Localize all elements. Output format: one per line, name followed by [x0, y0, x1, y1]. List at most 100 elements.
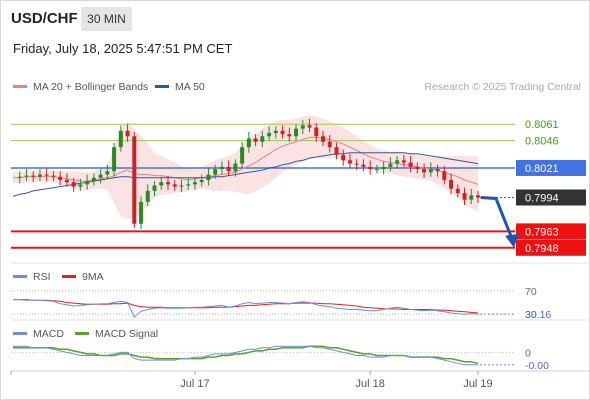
- candle-body: [354, 163, 359, 165]
- candle-body: [152, 185, 157, 191]
- candle-body: [428, 169, 433, 173]
- candle-body: [179, 185, 184, 187]
- legend-macd-signal-swatch: [75, 332, 89, 335]
- macd-line: [13, 345, 478, 366]
- candle-body: [408, 162, 413, 167]
- candle-body: [307, 125, 312, 128]
- candle-body: [98, 174, 103, 178]
- candle-body: [132, 136, 137, 224]
- forecast-arrowhead: [505, 233, 519, 248]
- legend-macd-signal-label: MACD Signal: [95, 328, 158, 340]
- candle-body: [172, 184, 177, 187]
- candle-body: [381, 166, 386, 170]
- candle-body: [240, 147, 245, 164]
- candle-body: [476, 195, 480, 198]
- resistance-label-0.8061: 0.8061: [525, 119, 559, 131]
- ma50-line: [12, 152, 479, 197]
- candle-body: [71, 182, 76, 187]
- x-tick-label: Jul 19: [463, 378, 492, 390]
- candle-body: [233, 163, 238, 172]
- resistance-label-0.8046: 0.8046: [525, 136, 559, 148]
- candle-body: [388, 163, 393, 167]
- candle-body: [300, 125, 305, 129]
- candle-body: [219, 166, 224, 170]
- candle-body: [449, 180, 454, 189]
- ma20-line: [13, 136, 479, 185]
- legend-ma50-swatch: [155, 85, 169, 88]
- candle-body: [435, 169, 440, 172]
- candle-body: [186, 184, 191, 186]
- candle-body: [58, 176, 63, 180]
- candle-body: [17, 176, 22, 178]
- candle-body: [206, 174, 211, 180]
- support-label-0.7948: 0.7948: [525, 243, 559, 255]
- candle-body: [166, 182, 170, 185]
- candle-body: [145, 190, 150, 202]
- candle-body: [24, 175, 29, 177]
- rsi-level-label-30: 30: [525, 309, 537, 321]
- candle-body: [159, 182, 164, 186]
- candle-body: [199, 180, 204, 183]
- candle-body: [422, 169, 427, 173]
- candle-body: [85, 181, 90, 185]
- candle-body: [192, 182, 197, 185]
- candle-body: [395, 160, 400, 164]
- candle-body: [321, 136, 325, 142]
- candle-body: [213, 169, 218, 175]
- candle-body: [415, 166, 420, 170]
- forecast-arrow: [480, 195, 514, 240]
- pivot-label: 0.8021: [525, 163, 559, 175]
- candle-body: [361, 164, 366, 167]
- candle-body: [64, 180, 69, 183]
- candle-body: [44, 174, 49, 176]
- candle-body: [401, 160, 406, 163]
- currency-pair-title: USD/CHF: [11, 10, 78, 27]
- support-label-0.7963: 0.7963: [525, 226, 559, 238]
- rsi-level-label-70: 70: [525, 286, 537, 298]
- candle-body: [334, 147, 339, 155]
- legend-rsi-label: RSI: [33, 271, 51, 283]
- last-price-label: 0.7994: [525, 192, 559, 204]
- candle-body: [112, 147, 117, 172]
- candle-body: [51, 175, 56, 177]
- candle-body: [341, 154, 346, 161]
- candle-body: [469, 195, 474, 200]
- candle-body: [91, 177, 96, 182]
- research-credit: Research © 2025 Trading Central: [424, 81, 581, 93]
- legend-macd-swatch: [13, 332, 27, 335]
- rsi-ma-line: [13, 299, 479, 314]
- last-price-tag: [516, 189, 586, 206]
- candle-body: [246, 138, 251, 148]
- candle-body: [347, 160, 352, 164]
- legend-rsi-swatch: [13, 275, 27, 278]
- macd-last-value: -0.00: [525, 360, 549, 372]
- legend-rsi-ma-swatch: [62, 275, 76, 278]
- candle-body: [37, 174, 42, 177]
- legend-ma50-label: MA 50: [175, 81, 205, 93]
- legend-macd-label: MACD: [33, 328, 64, 340]
- rsi-line: [13, 299, 479, 318]
- candle-body: [442, 171, 447, 180]
- candle-body: [374, 169, 379, 171]
- rsi-last-value: 30.16: [525, 309, 551, 321]
- legend-bollinger-label: MA 20 + Bollinger Bands: [33, 81, 148, 93]
- candle-body: [253, 138, 258, 142]
- x-tick-label: Jul 18: [355, 378, 384, 390]
- candle-body: [105, 171, 110, 175]
- candle-body: [314, 127, 319, 137]
- candle-body: [462, 193, 467, 200]
- candle-body: [368, 166, 373, 170]
- legend-bollinger-swatch: [13, 85, 27, 88]
- interval-button[interactable]: 30 MIN: [81, 7, 132, 31]
- candle-body: [31, 175, 36, 177]
- candle-body: [280, 130, 285, 135]
- candle-body: [118, 130, 123, 148]
- support-tag-0.7948: [516, 239, 586, 256]
- candle-body: [267, 132, 272, 137]
- candle-body: [125, 130, 130, 137]
- candle-body: [327, 141, 332, 148]
- pivot-tag: [516, 159, 586, 176]
- legend-rsi-ma-label: 9MA: [82, 271, 104, 283]
- candle-body: [226, 166, 231, 172]
